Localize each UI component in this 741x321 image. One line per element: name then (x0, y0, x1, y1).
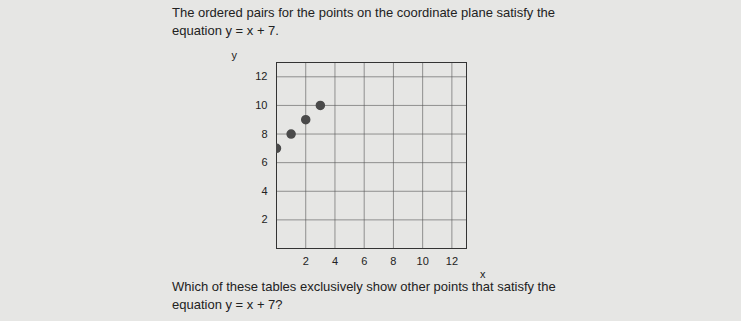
svg-text:4: 4 (332, 255, 338, 267)
html-text:The ordered pairs for the poin: The ordered pairs for the points on the … (172, 5, 555, 38)
svg-text:12: 12 (446, 255, 458, 267)
svg-text:2: 2 (303, 255, 309, 267)
svg-text:8: 8 (390, 255, 396, 267)
svg-text:4: 4 (261, 185, 267, 197)
html-text:Which of these tables exclusiv: Which of these tables exclusively show o… (172, 279, 556, 312)
svg-text:6: 6 (261, 156, 267, 168)
svg-text:12: 12 (255, 70, 267, 82)
svg-text:x: x (480, 268, 486, 280)
svg-text:y: y (232, 49, 238, 61)
svg-text:10: 10 (417, 255, 429, 267)
svg-text:2: 2 (261, 213, 267, 225)
svg-text:6: 6 (361, 255, 367, 267)
svg-text:10: 10 (255, 99, 267, 111)
svg-text:8: 8 (261, 128, 267, 140)
